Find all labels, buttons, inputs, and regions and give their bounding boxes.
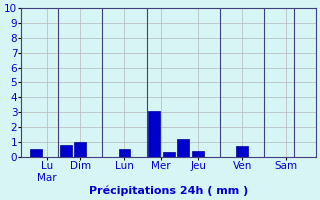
Bar bbox=[119, 149, 130, 157]
X-axis label: Précipitations 24h ( mm ): Précipitations 24h ( mm ) bbox=[89, 185, 248, 196]
Bar bbox=[163, 152, 174, 157]
Bar bbox=[75, 142, 86, 157]
Bar bbox=[192, 151, 204, 157]
Bar bbox=[30, 149, 42, 157]
Bar bbox=[148, 111, 160, 157]
Bar bbox=[236, 146, 248, 157]
Bar bbox=[178, 139, 189, 157]
Bar bbox=[60, 145, 71, 157]
